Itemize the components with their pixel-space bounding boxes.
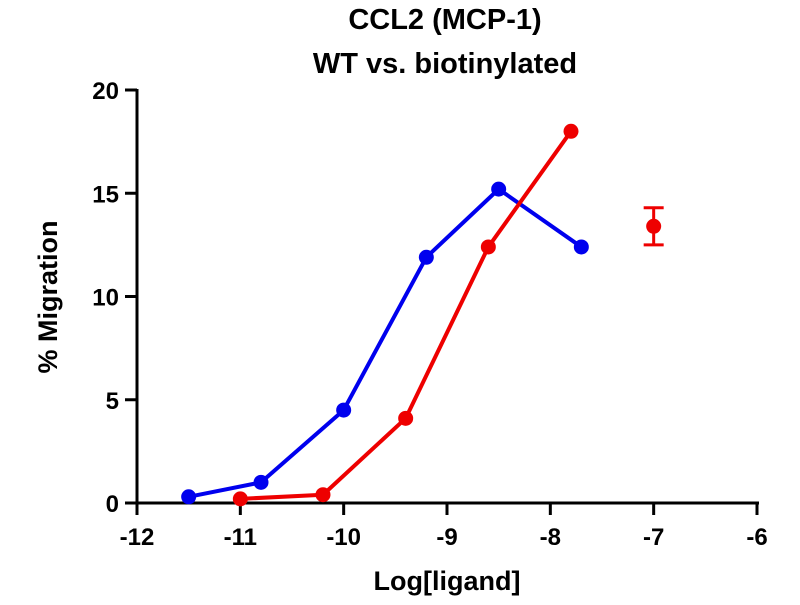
series-2-point <box>563 123 579 139</box>
x-axis-label: Log[ligand] <box>374 566 521 596</box>
y-tick-label: 20 <box>92 78 119 105</box>
y-tick-label: 15 <box>92 181 119 208</box>
y-tick-label: 5 <box>106 388 119 415</box>
series-2-point <box>398 410 414 426</box>
y-axis-label: % Migration <box>33 221 63 374</box>
series-2-point <box>646 218 662 234</box>
x-tick-label: -8 <box>540 524 561 551</box>
x-tick-label: -12 <box>120 524 155 551</box>
x-tick-label: -6 <box>746 524 767 551</box>
series-1-point <box>491 181 507 197</box>
series-2-point <box>232 491 248 507</box>
series-1-line <box>188 187 583 499</box>
series-2-point <box>480 239 496 255</box>
y-tick-label: 10 <box>92 285 119 312</box>
chart-title-line-1: CCL2 (MCP-1) <box>348 4 541 36</box>
data-marks <box>181 123 664 507</box>
x-tick-label: -9 <box>436 524 457 551</box>
series-2-point <box>315 487 331 503</box>
series-1-point <box>418 249 434 265</box>
series-1-point <box>253 474 269 490</box>
y-tick-label: 0 <box>106 491 119 518</box>
x-tick-label: -11 <box>224 524 257 551</box>
series-2-line <box>240 130 573 501</box>
x-tick-label: -7 <box>643 524 664 551</box>
series-1-point <box>181 489 197 505</box>
series-1-point <box>573 239 589 255</box>
axes: -12 -11 -10 -9 -8 -7 -6 0 5 10 15 20 <box>92 78 767 551</box>
x-tick-label: -10 <box>326 524 361 551</box>
series-1-point <box>336 402 352 418</box>
chart-title-line-2: WT vs. biotinylated <box>313 48 577 80</box>
